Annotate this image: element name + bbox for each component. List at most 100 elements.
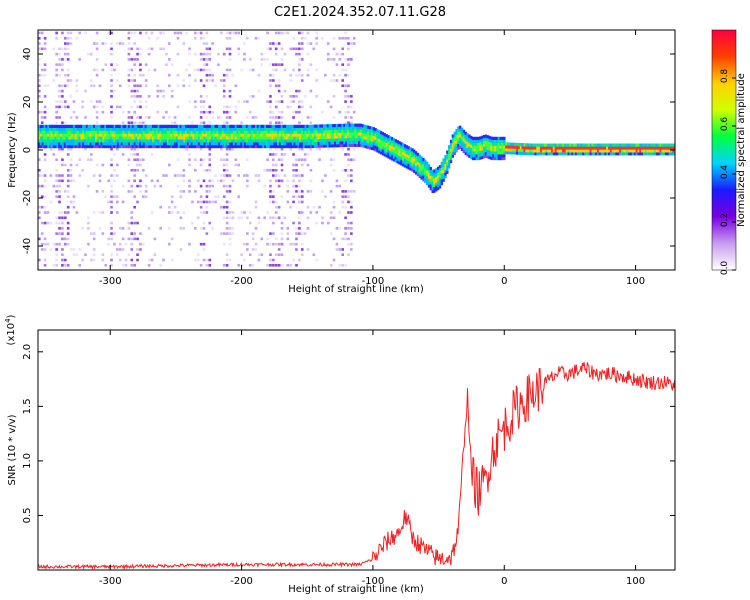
spectrogram-ridge-cell [398, 155, 401, 159]
spectrogram-ridge-cell [43, 142, 46, 146]
spectrogram-ridge-cell [251, 144, 254, 149]
spectrogram-ridge-cell [260, 139, 263, 143]
spectrogram-noise-cell [205, 63, 209, 66]
spectrogram-ridge-cell [109, 127, 113, 131]
spectrogram-ridge-cell [150, 142, 153, 146]
spectrogram-ridge-cell [278, 130, 282, 134]
spectrogram-noise-cell [269, 121, 272, 125]
spectrogram-ridge-cell [306, 124, 309, 128]
spectrogram-ridge-cell [236, 130, 239, 134]
spectrogram-ridge-cell [260, 127, 263, 131]
spectrogram-noise-cell [272, 110, 275, 114]
spectrogram-noise-cell [139, 100, 142, 103]
spectrogram-ridge-cell [69, 136, 72, 140]
spectrogram-ridge-cell [302, 136, 306, 140]
spectrogram-noise-cell [98, 174, 102, 177]
spectrogram-ridge-cell [387, 155, 390, 159]
spectrogram-noise-cell [274, 147, 278, 151]
spectrogram-ridge-cell [462, 149, 466, 154]
spectrogram-ridge-cell [89, 139, 92, 143]
spectrogram-ridge-cell [637, 143, 640, 147]
spectrogram-noise-cell [352, 36, 356, 40]
spectrogram-ridge-cell [197, 142, 201, 146]
spectrogram-ridge-cell [596, 149, 600, 153]
spectrogram-noise-cell [133, 100, 136, 103]
spectrogram-x-ticks: -300 -200 -100 0 100 [99, 30, 645, 287]
spectrogram-ridge-cell [300, 133, 304, 137]
spectrogram-ridge-cell [297, 133, 300, 137]
spectrogram-ridge-cell [58, 127, 61, 131]
spectrogram-noise-cell [225, 158, 229, 161]
spectrogram-ridge-cell [242, 133, 245, 137]
spectrogram-ridge-cell [310, 136, 313, 140]
spectrogram-ridge-cell [620, 152, 624, 156]
spectrogram-ridge-cell [653, 143, 657, 147]
spectrogram-ridge-cell [438, 176, 442, 180]
spectrogram-ridge-cell [387, 135, 390, 139]
spectrogram-ridge-cell [413, 161, 416, 165]
spectrogram-ridge-cell [615, 143, 618, 147]
spectrogram-ridge-cell [661, 149, 664, 153]
spectrogram-ridge-cell [549, 152, 552, 156]
spectrogram-ridge-cell [311, 141, 315, 146]
spectrogram-noise-cell [318, 205, 321, 209]
spectrogram-noise-cell [329, 211, 333, 214]
spectrogram-ridge-cell [657, 149, 660, 153]
spectrogram-ridge-cell [639, 146, 642, 150]
spectrogram-noise-cell [199, 163, 203, 167]
spectrogram-ridge-cell [346, 129, 350, 133]
spectrogram-ridge-cell [363, 139, 366, 143]
spectrogram-noise-cell [58, 105, 61, 109]
spectrogram-noise-cell [205, 31, 209, 35]
spectrogram-noise-cell [176, 31, 180, 35]
spectrogram-noise-cell [92, 253, 96, 257]
spectrogram-noise-cell [127, 237, 131, 241]
spectrogram-ridge-cell [242, 124, 245, 128]
spectrogram-noise-cell [196, 253, 200, 257]
spectrogram-ridge-cell [374, 130, 377, 135]
spectrogram-noise-cell [69, 79, 73, 82]
spectrogram-noise-cell [116, 147, 119, 151]
spectrogram-ridge-cell [470, 138, 473, 142]
spectrogram-ridge-cell [172, 144, 175, 149]
spectrogram-ridge-cell [470, 150, 473, 154]
spectrogram-ridge-cell [477, 139, 480, 143]
spectrogram-ridge-cell [271, 144, 274, 149]
spectrogram-ridge-cell [359, 132, 363, 136]
spectrogram-ridge-cell [324, 144, 328, 148]
spectrogram-ridge-cell [378, 138, 381, 142]
spectrogram-ridge-cell [131, 142, 135, 146]
spectrogram-ridge-cell [663, 143, 666, 147]
spectrogram-ridge-cell [288, 133, 291, 137]
spectrogram-ridge-cell [387, 138, 390, 142]
spectrogram-noise-cell [38, 211, 41, 214]
spectrogram-ridge-cell [196, 124, 199, 128]
spectrogram-noise-cell [292, 153, 295, 156]
spectrogram-ridge-cell [473, 139, 477, 143]
spectrogram-ridge-cell [218, 139, 221, 143]
spectrogram-ridge-cell [648, 152, 651, 156]
spectrogram-ridge-cell [343, 123, 346, 127]
spectrogram-ridge-cell [582, 152, 585, 156]
spectrogram-ridge-cell [282, 139, 285, 143]
spectrogram-ridge-cell [593, 152, 596, 156]
spectrogram-ridge-cell [106, 130, 109, 134]
spectrogram-ridge-cell [106, 144, 109, 149]
spectrogram-noise-cell [127, 31, 131, 35]
spectrogram-ridge-cell [98, 124, 101, 128]
spectrogram-ridge-cell [144, 142, 147, 146]
spectrogram-ridge-cell [150, 124, 153, 128]
spectrogram-ridge-cell [227, 133, 230, 137]
spectrogram-ridge-cell [41, 144, 44, 149]
spectrogram-ridge-cell [396, 151, 399, 155]
spectrogram-ridge-cell [337, 135, 341, 139]
spectrogram-ridge-cell [266, 133, 269, 137]
spectrogram-noise-cell [292, 195, 295, 198]
spectrogram-noise-cell [289, 100, 292, 103]
spectrogram-ridge-cell [98, 130, 101, 134]
spectrogram-noise-cell [110, 232, 113, 235]
spectrogram-noise-cell [329, 264, 333, 267]
spectrogram-ridge-cell [91, 124, 94, 128]
spectrogram-ridge-cell [630, 146, 633, 150]
spectrogram-ridge-cell [466, 141, 469, 145]
